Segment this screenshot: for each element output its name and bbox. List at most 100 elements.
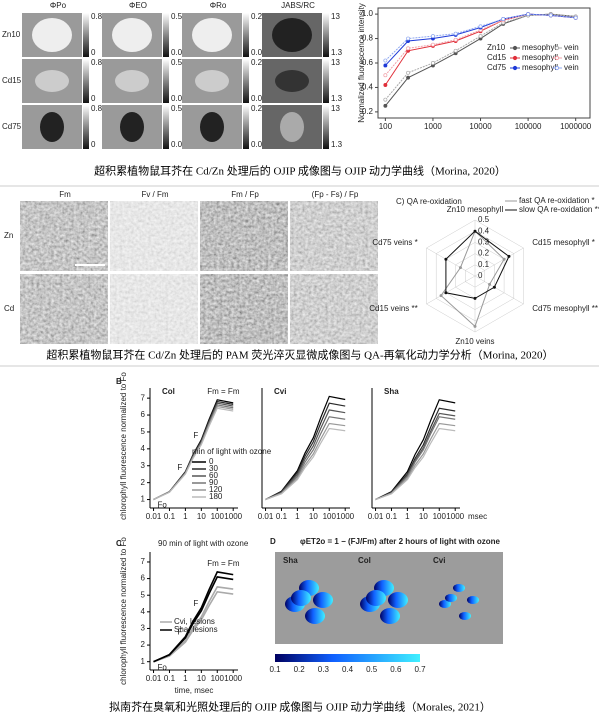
r-tick-label: 0.5 [478, 215, 490, 224]
y-tick-label: 6 [141, 574, 146, 583]
axis-label: Zn10 mesophyll [447, 205, 504, 214]
colorbar-label: 0.02 [171, 94, 187, 103]
y-tick-label: 1 [141, 495, 146, 504]
caption: 超积累植物鼠耳芥在 Cd/Zn 处理后的 PAM 荧光淬灭显微成像图与 QA-再… [46, 348, 553, 362]
leaf [467, 596, 479, 604]
column-header: Fm [59, 190, 71, 199]
point [501, 17, 506, 21]
legend-label: mesophyll [522, 43, 558, 52]
legend-label: 90 [209, 478, 218, 487]
micrograph [110, 274, 198, 344]
colorbar-label: 0 [91, 140, 96, 149]
x-tick-label: 1000 [224, 674, 242, 683]
annotation: Fm = Fm [207, 387, 240, 396]
x-tick-label: 1 [183, 674, 188, 683]
colorbar-tick: 0.5 [366, 665, 378, 674]
colorbar-label: 0.22 [251, 58, 267, 67]
leaf [32, 18, 72, 52]
radar-point [473, 296, 477, 300]
axis-label: Cd15 mesophyll * [532, 238, 595, 247]
y-tick-label: 1 [141, 657, 146, 666]
x-tick-label: 1 [183, 512, 188, 521]
annotation: F [177, 628, 182, 637]
y-tick-label: 0.2 [362, 107, 374, 116]
plant-label: Cvi [433, 556, 445, 565]
y-axis-label: chlorophyll fluorescence normalized to F… [119, 537, 128, 685]
x-tick-label: 10 [197, 512, 206, 521]
point [406, 46, 411, 51]
column-header: JABS/RC [281, 1, 315, 10]
micrograph [290, 274, 378, 344]
point [453, 37, 458, 42]
x-tick-label: 1000 [336, 512, 354, 521]
micrograph [200, 201, 288, 271]
x-unit: msec [468, 512, 487, 521]
axis-label: Cd15 veins ** [369, 304, 417, 313]
colorbar-label: 1.3 [331, 48, 343, 57]
legend-label: mesophyll [522, 53, 558, 62]
colorbar-label: 0 [91, 94, 96, 103]
colorbar [163, 59, 169, 103]
x-tick-label: 100 [211, 512, 225, 521]
leaf [291, 590, 311, 606]
colorbar-label: 13 [331, 104, 340, 113]
colorbar-label: 0 [91, 48, 96, 57]
point [406, 75, 411, 80]
colorbar-label: 0.8 [91, 58, 103, 67]
y-tick-label: 4 [141, 607, 146, 616]
axis-label: Cd75 mesophyll ** [532, 304, 598, 313]
colorbar-label: 0.8 [91, 12, 103, 21]
micrograph [110, 201, 198, 271]
legend-label: 120 [209, 485, 223, 494]
plant-label: Col [358, 556, 371, 565]
leaf [275, 70, 309, 92]
y-axis-label: Normalized fluorescence intensity [357, 3, 366, 123]
colorbar [243, 13, 249, 57]
colorbar-label: 0.22 [251, 12, 267, 21]
micrograph [200, 274, 288, 344]
x-tick-label: 100 [211, 674, 225, 683]
legend-label: mesophyll [522, 63, 558, 72]
y-tick-label: 7 [141, 393, 146, 402]
point [430, 61, 435, 65]
y-tick-label: 0.6 [362, 58, 374, 67]
x-tick-label: 0.1 [164, 674, 176, 683]
legend-marker [512, 55, 518, 61]
micrograph [290, 201, 378, 271]
legend-label: Sha, lesions [174, 625, 218, 634]
x-tick-label: 10 [419, 512, 428, 521]
plant-label: Sha [283, 556, 298, 565]
leaf [40, 112, 64, 142]
legend-marker [554, 55, 560, 61]
r-tick-label: 0.2 [478, 249, 490, 258]
x-tick-label: 0.01 [258, 512, 274, 521]
colorbar-label: 0.55 [171, 12, 187, 21]
x-tick-label: 0.1 [386, 512, 398, 521]
legend-label: 180 [209, 492, 223, 501]
x-tick-label: 1 [405, 512, 410, 521]
colorbar-tick: 0.1 [269, 665, 281, 674]
x-tick-label: 100 [379, 122, 393, 131]
row-label: Cd15 [2, 76, 22, 85]
annotation: Fo [158, 663, 168, 672]
point [548, 13, 553, 18]
annotation: Fm = Fm [207, 559, 240, 568]
x-tick-label: 1 [295, 512, 300, 521]
leaf [272, 18, 312, 52]
micrograph [20, 274, 108, 344]
axis-label: Zn10 veins [455, 337, 494, 346]
plot-frame [377, 7, 591, 119]
column-header: Fv / Fm [141, 190, 168, 199]
colorbar [275, 654, 420, 662]
radar-axis [426, 275, 476, 305]
panel-label: D [270, 537, 276, 546]
radar-point [492, 285, 496, 289]
colorbar [323, 59, 329, 103]
y-tick-label: 4 [141, 444, 146, 453]
annotation: F [177, 463, 182, 472]
x-tick-label: 0.01 [368, 512, 384, 521]
leaf [192, 18, 232, 52]
panel-name: Col [162, 387, 175, 396]
x-axis-label: time, msec [175, 686, 214, 695]
